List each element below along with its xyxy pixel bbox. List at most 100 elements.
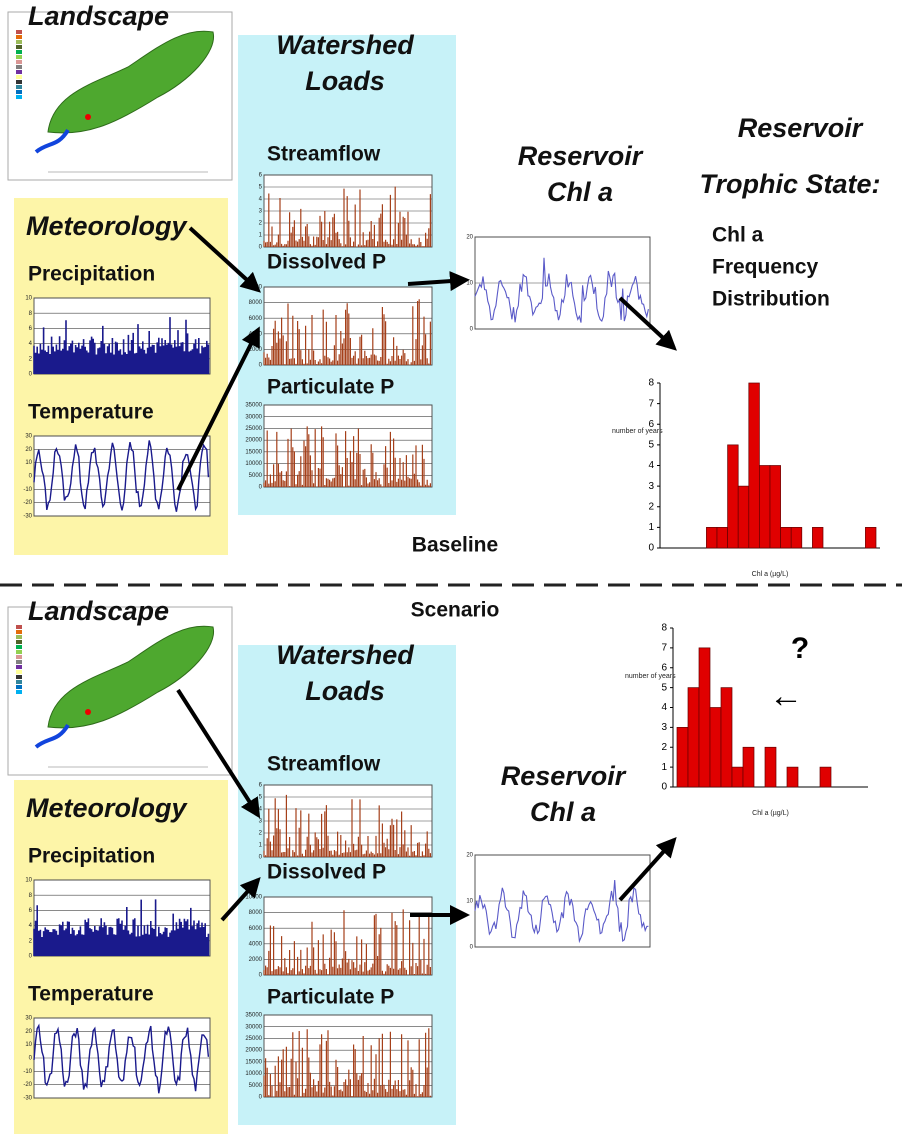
histogram-bar [706,527,717,548]
y-tick-label: -10 [23,1069,32,1075]
y-tick-label: -30 [23,514,32,520]
legend-swatch [16,640,22,644]
y-tick-label: 6 [661,662,667,673]
watershed-label: Loads [305,676,385,706]
y-tick-label: 2 [648,501,654,512]
series-label: Particulate P [267,986,394,1009]
y-tick-label: 4 [661,702,667,713]
y-tick-label: 30000 [245,1024,262,1030]
y-tick-label: 2 [661,742,667,753]
legend-swatch [16,635,22,639]
y-tick-label: 25000 [245,1036,262,1042]
legend-swatch [16,630,22,634]
legend-swatch [16,70,22,74]
y-tick-label: 30000 [245,414,262,420]
histogram-bar [743,747,754,787]
y-tick-label: 10 [466,281,473,287]
legend-swatch [16,40,22,44]
distribution-label: Chl a [712,224,764,247]
series-label: Dissolved P [267,251,386,274]
y-tick-label: -30 [23,1096,32,1102]
histogram-bar [717,527,728,548]
legend-swatch [16,80,22,84]
y-tick-label: 5000 [249,1083,263,1089]
y-tick-label: 20 [466,853,473,859]
mini-chart-frame [264,287,432,365]
y-tick-label: 0 [470,945,474,951]
series-label: Temperature [28,983,154,1006]
watershed-label: Loads [305,66,385,96]
histogram-bar [699,648,710,787]
y-tick-label: 7 [661,643,667,654]
reservoir-label: Chl a [547,177,613,207]
histogram-bar [738,486,749,548]
legend-swatch [16,95,22,99]
legend-swatch [16,660,22,664]
y-tick-label: -10 [23,487,32,493]
y-tick-label: 15000 [245,1059,262,1065]
y-tick-label: 30 [25,434,32,440]
legend-swatch [16,665,22,669]
meteorology-label: Meteorology [26,211,188,241]
histogram-bar [710,708,721,788]
histogram-bar [759,466,770,549]
histogram-bar [791,527,802,548]
y-tick-label: 20 [466,235,473,241]
histogram-bar [728,445,739,548]
trophic-label: Trophic State: [699,169,880,199]
y-tick-label: 10000 [245,1071,262,1077]
legend-swatch [16,680,22,684]
meteorology-label: Meteorology [26,793,188,823]
shift-arrow: ← [769,677,803,715]
y-tick-label: 4 [648,460,654,471]
legend-swatch [16,90,22,94]
y-tick-label: 20000 [245,438,262,444]
y-tick-label: 6000 [249,316,263,322]
legend-swatch [16,45,22,49]
legend-swatch [16,650,22,654]
caption: Baseline [412,534,498,557]
y-tick-label: 1 [661,762,667,773]
legend-swatch [16,670,22,674]
y-tick-label: 2000 [249,957,263,963]
y-tick-label: 10000 [245,895,262,901]
histogram-bar [765,747,776,787]
histogram-bar [732,767,743,787]
legend-swatch [16,675,22,679]
histogram-bar [812,527,823,548]
histogram-bar [820,767,831,787]
y-tick-label: 10 [466,899,473,905]
y-tick-label: 20000 [245,1048,262,1054]
y-tick-label: 20 [25,447,32,453]
y-tick-label: 0 [661,782,667,793]
distribution-label: Distribution [712,288,830,311]
landscape-label: Landscape [28,1,169,31]
histogram-y-label: number of years [625,673,676,680]
y-tick-label: 35000 [245,1013,262,1019]
y-tick-label: 8 [648,378,654,389]
y-tick-label: 8000 [249,910,263,916]
legend-swatch [16,685,22,689]
histogram-bar [749,383,760,548]
histogram-x-label: Chl a (µg/L) [752,810,789,817]
y-tick-label: 10 [25,296,32,302]
y-tick-label: 8000 [249,300,263,306]
series-label: Dissolved P [267,861,386,884]
y-tick-label: 3 [648,481,654,492]
y-tick-label: 0 [648,543,654,554]
y-tick-label: 10000 [245,461,262,467]
y-tick-label: 5 [661,682,667,693]
y-tick-label: 30 [25,1016,32,1022]
legend-swatch [16,50,22,54]
watershed-label: Watershed [276,640,414,670]
y-tick-label: -20 [23,1082,32,1088]
y-tick-label: 20 [25,1029,32,1035]
y-tick-label: 0 [470,327,474,333]
legend-swatch [16,65,22,69]
legend-swatch [16,645,22,649]
legend-swatch [16,60,22,64]
legend-swatch [16,75,22,79]
landscape-label: Landscape [28,596,169,626]
series-label: Streamflow [267,143,381,166]
series-label: Temperature [28,401,154,424]
